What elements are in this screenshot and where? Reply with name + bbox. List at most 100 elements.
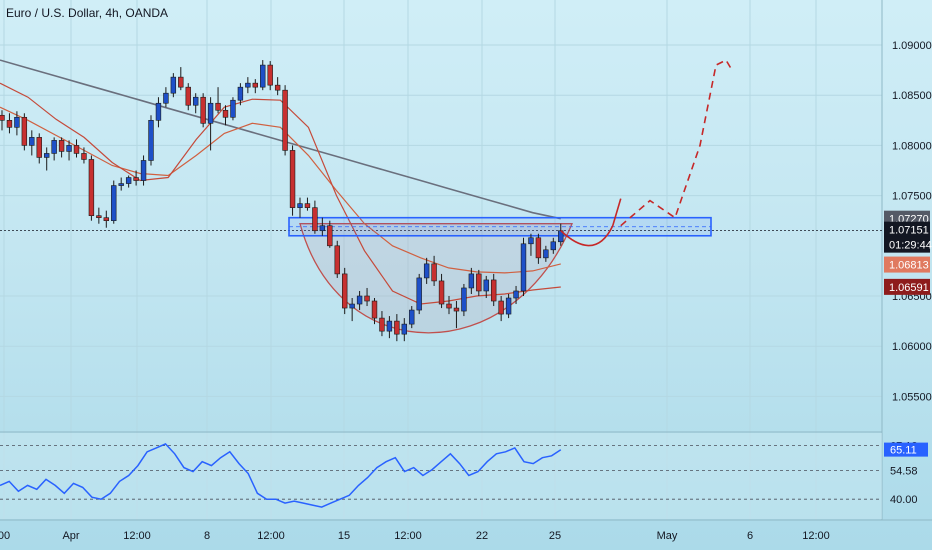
y-tick-label: 1.09000 — [892, 40, 932, 52]
ma-20-line — [0, 82, 561, 305]
candle-body — [401, 323, 407, 335]
candle-body — [0, 114, 5, 121]
ma-50-line — [0, 106, 561, 274]
candle-body — [43, 153, 50, 158]
price-badge-label: 1.07151 — [889, 225, 929, 237]
candle-body — [543, 249, 549, 259]
candle-body — [222, 109, 229, 118]
candle-body — [170, 76, 177, 94]
candle-body — [36, 137, 42, 158]
candle-body — [96, 215, 102, 218]
x-tick-label: 25 — [549, 530, 561, 542]
candle-body — [163, 92, 169, 104]
candle-body — [438, 280, 445, 305]
candle-body — [282, 89, 288, 151]
candle-body — [341, 273, 348, 309]
time-axis[interactable]: 00 Apr 12:00 8 12:00 15 12:00 22 25 May 6 12:00 — [0, 530, 830, 542]
candle-body — [118, 183, 124, 186]
candle-body — [66, 145, 72, 152]
x-tick-label: 12:00 — [394, 530, 422, 542]
x-tick-label: 12:00 — [257, 530, 285, 542]
x-tick-label: 12:00 — [802, 530, 830, 542]
candle-body — [468, 273, 475, 289]
breakout-projection — [620, 59, 733, 227]
candle-body — [200, 96, 206, 124]
candle-body — [133, 177, 139, 181]
rsi-background — [0, 433, 882, 519]
candle-body — [394, 320, 400, 335]
handle-curve — [560, 198, 622, 247]
price-badge-label: 1.06813 — [889, 260, 929, 272]
x-tick-label: May — [657, 530, 678, 542]
candle-body — [498, 300, 504, 315]
candle-body — [88, 159, 95, 216]
price-axis[interactable]: 1.090001.085001.080001.075001.065001.060… — [884, 40, 932, 506]
rsi-axis-label: 65.11 — [890, 445, 917, 457]
y-tick-label: 1.05500 — [892, 391, 932, 403]
rsi-axis-label: 54.58 — [890, 465, 918, 477]
x-tick-label: 12:00 — [123, 530, 151, 542]
candle-body — [490, 279, 497, 302]
candle-body — [140, 160, 147, 181]
symbol-title[interactable]: Euro / U.S. Dollar, 4h, OANDA — [6, 6, 169, 20]
y-tick-label: 1.08500 — [892, 90, 932, 102]
candle-body — [304, 203, 311, 208]
grid — [0, 0, 932, 521]
price-badge-label: 1.06591 — [889, 282, 929, 294]
price-badge — [884, 278, 930, 295]
candle-body — [207, 102, 214, 124]
candle-body — [550, 241, 557, 251]
candle-body — [453, 307, 460, 312]
candle-body — [230, 99, 236, 118]
x-tick-label: 15 — [338, 530, 350, 542]
candle-body — [446, 303, 452, 309]
rsi-current-badge — [884, 442, 928, 457]
candle-body — [349, 303, 355, 309]
candle-body — [409, 309, 415, 325]
candle-body — [416, 277, 422, 311]
x-tick-label: Apr — [62, 530, 79, 542]
candle-body — [21, 116, 28, 146]
price-badge — [884, 236, 930, 253]
candle-body — [260, 64, 266, 88]
candle-body — [252, 82, 258, 88]
candle-body — [155, 102, 162, 121]
ma-200-line — [0, 59, 561, 220]
candle-body — [6, 120, 13, 128]
candle-body — [528, 237, 534, 245]
candle-body — [431, 263, 437, 282]
candle-body — [513, 290, 519, 299]
candle-body — [356, 295, 363, 305]
y-tick-label: 1.06000 — [892, 341, 932, 353]
candle-body — [245, 82, 251, 88]
price-badge — [884, 221, 930, 238]
candle-body — [51, 140, 57, 154]
candle-body — [297, 203, 303, 208]
price-badge — [884, 256, 930, 273]
candle-body — [148, 120, 154, 161]
candle-body — [505, 297, 512, 315]
candle-body — [193, 96, 199, 106]
rsi-axis-label: 40.00 — [890, 494, 918, 506]
candle-body — [364, 295, 370, 302]
candle-body — [379, 317, 385, 332]
y-tick-label: 1.08000 — [892, 140, 932, 152]
candle-body — [520, 243, 527, 292]
candle-body — [312, 207, 318, 232]
candle-body — [386, 320, 393, 332]
price-badge-label: 01:29:44 — [889, 240, 932, 252]
candle-body — [58, 140, 65, 152]
candle-body — [483, 279, 489, 292]
candle-body — [125, 177, 132, 184]
resistance-zone — [288, 216, 712, 237]
x-tick-label: 00 — [0, 530, 10, 542]
candle-body — [178, 76, 184, 88]
x-tick-label: 22 — [476, 530, 488, 542]
candle-body — [423, 263, 430, 279]
candle-body — [334, 245, 340, 275]
candle-body — [29, 137, 35, 146]
candle-body — [215, 102, 221, 111]
